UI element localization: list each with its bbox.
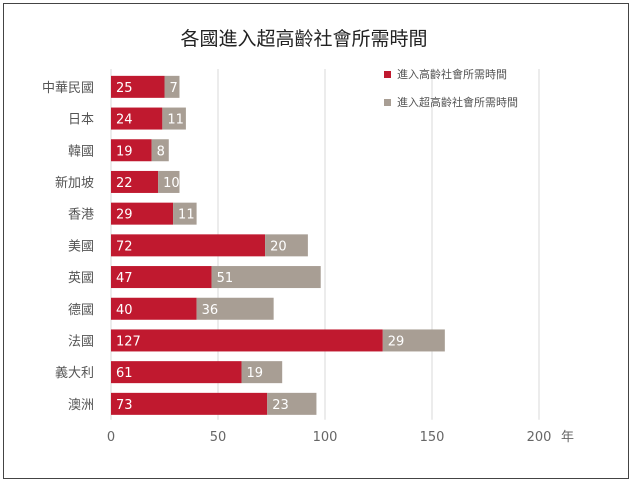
bar-segment [111,234,266,257]
legend-swatch [384,71,391,78]
data-label: 36 [202,303,219,318]
bar-segment [265,234,308,257]
bar-segment [151,139,169,162]
data-label: 22 [116,176,133,191]
x-tick-label: 150 [420,430,445,445]
bar-segment [173,202,197,225]
category-label: 日本 [68,113,94,128]
bar-segment [164,75,180,98]
category-label: 德國 [68,303,94,318]
data-label: 40 [116,303,133,318]
data-label: 19 [247,366,264,381]
data-label: 29 [388,334,405,349]
bar-segment [111,202,174,225]
bar-segment [211,266,321,289]
data-label: 8 [157,144,165,159]
bar-segment [241,361,283,384]
bar-segment [111,139,152,162]
bar-segment [158,170,180,193]
category-label: 義大利 [55,365,94,381]
x-axis-unit: 年 [561,430,574,445]
bar-segment [267,392,317,415]
data-label: 11 [167,113,184,128]
chart-title: 各國進入超高齡社會所需時間 [180,28,427,50]
bar-segment [111,75,165,98]
bar-segment [111,329,383,352]
data-label: 61 [116,366,133,381]
x-tick-label: 0 [107,430,115,445]
data-label: 23 [272,398,289,413]
category-label: 韓國 [68,144,94,159]
category-label: 新加坡 [55,175,94,191]
data-label: 72 [116,239,133,254]
x-tick-label: 100 [313,430,338,445]
data-label: 51 [217,271,234,286]
bar-segment [111,392,268,415]
data-label: 20 [270,239,287,254]
legend-label: 進入高齡社會所需時間 [397,67,507,81]
chart-frame: 各國進入超高齡社會所需時間 25 7 24 11 19 8 22 10 29 11 72 20 47 51… [3,3,629,479]
bar-segment [111,107,163,130]
x-axis-ticks: 0 50 100 150 200 [107,430,552,445]
bar-segment [382,329,445,352]
legend-swatch [384,99,391,106]
x-tick-label: 50 [210,430,227,445]
bar-segment [111,266,212,289]
category-label: 澳洲 [68,397,94,413]
data-label: 73 [116,398,133,413]
data-label: 25 [116,81,133,96]
category-label: 中華民國 [42,81,94,96]
bars: 25 7 24 11 19 8 22 10 29 11 72 20 47 51 40 36 127 29 61 19 7… [111,75,445,415]
category-label: 法國 [68,334,94,349]
data-label: 10 [163,176,180,191]
bar-segment [111,361,242,384]
bar-segment [111,170,159,193]
bar-chart: 各國進入超高齡社會所需時間 25 7 24 11 19 8 22 10 29 11 72 20 47 51… [42,28,574,445]
category-label: 英國 [68,271,94,286]
data-label: 24 [116,113,133,128]
bar-segment [111,297,197,320]
data-label: 7 [170,81,178,96]
legend-label: 進入超高齡社會所需時間 [397,95,518,109]
data-label: 127 [116,334,141,349]
category-label: 香港 [68,208,94,223]
data-label: 29 [116,208,133,223]
bar-segment [196,297,274,320]
data-label: 19 [116,144,133,159]
category-label: 美國 [68,239,94,254]
x-tick-label: 200 [527,430,552,445]
data-label: 11 [178,208,195,223]
data-label: 47 [116,271,133,286]
bar-segment [162,107,186,130]
